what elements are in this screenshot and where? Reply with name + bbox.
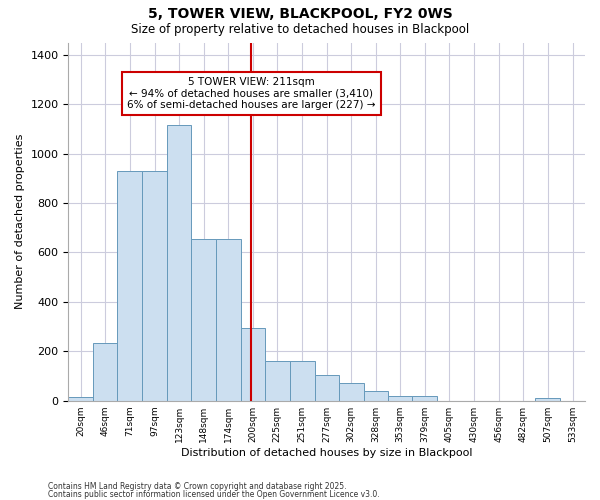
Bar bbox=[315, 375, 338, 400]
Bar bbox=[290, 361, 315, 401]
Bar bbox=[388, 396, 412, 400]
Bar bbox=[535, 398, 560, 400]
Bar bbox=[265, 361, 290, 401]
Text: Contains HM Land Registry data © Crown copyright and database right 2025.: Contains HM Land Registry data © Crown c… bbox=[48, 482, 347, 491]
Bar bbox=[142, 171, 167, 400]
Bar bbox=[216, 239, 241, 400]
Y-axis label: Number of detached properties: Number of detached properties bbox=[15, 134, 25, 310]
Bar bbox=[191, 239, 216, 400]
Bar bbox=[117, 171, 142, 400]
X-axis label: Distribution of detached houses by size in Blackpool: Distribution of detached houses by size … bbox=[181, 448, 472, 458]
Bar bbox=[364, 391, 388, 400]
Bar bbox=[167, 126, 191, 400]
Bar bbox=[94, 342, 117, 400]
Text: 5, TOWER VIEW, BLACKPOOL, FY2 0WS: 5, TOWER VIEW, BLACKPOOL, FY2 0WS bbox=[148, 8, 452, 22]
Text: 5 TOWER VIEW: 211sqm
← 94% of detached houses are smaller (3,410)
6% of semi-det: 5 TOWER VIEW: 211sqm ← 94% of detached h… bbox=[127, 77, 376, 110]
Bar bbox=[68, 397, 94, 400]
Text: Size of property relative to detached houses in Blackpool: Size of property relative to detached ho… bbox=[131, 22, 469, 36]
Text: Contains public sector information licensed under the Open Government Licence v3: Contains public sector information licen… bbox=[48, 490, 380, 499]
Bar bbox=[338, 384, 364, 400]
Bar bbox=[241, 328, 265, 400]
Bar bbox=[412, 396, 437, 400]
